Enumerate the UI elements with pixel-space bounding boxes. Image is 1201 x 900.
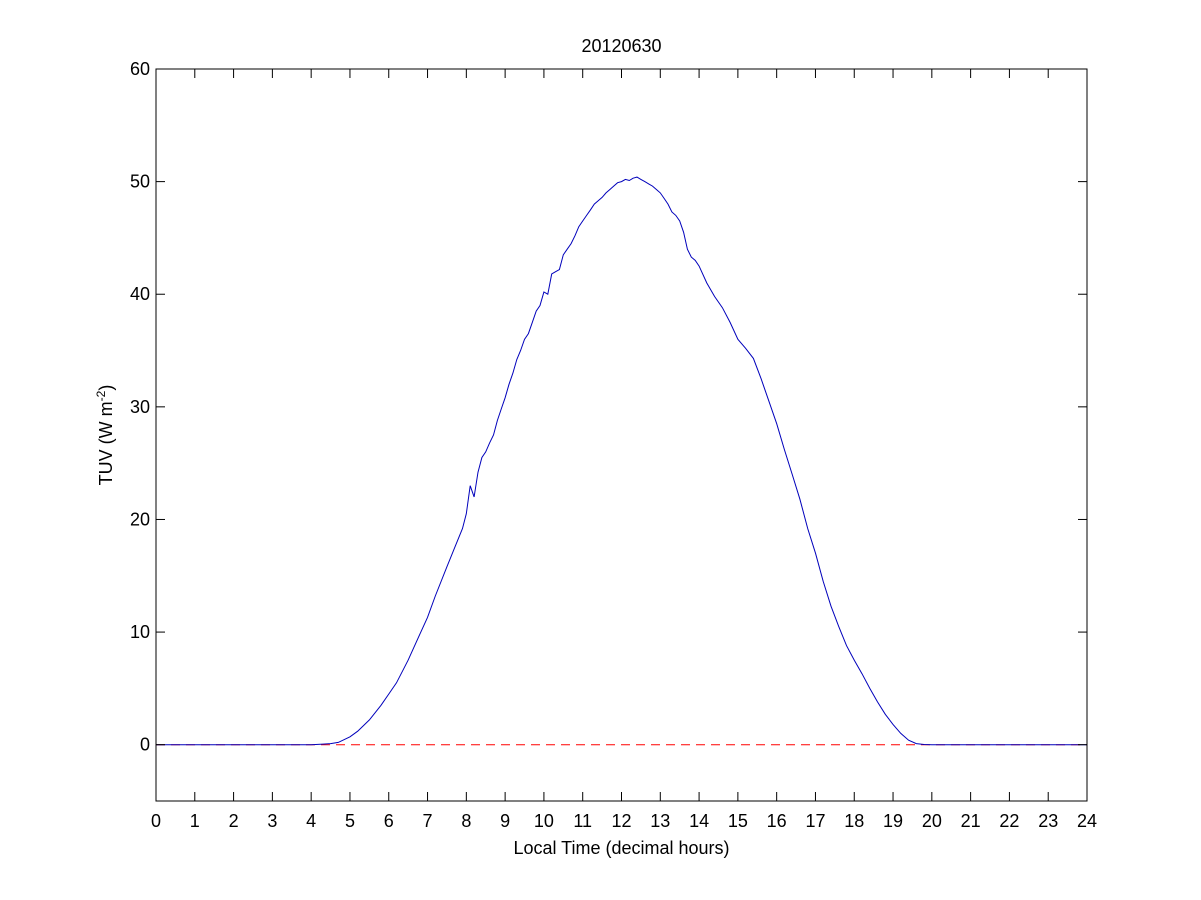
y-tick-label: 30 [130, 397, 150, 417]
x-axis-label: Local Time (decimal hours) [513, 838, 729, 858]
y-tick-label: 40 [130, 284, 150, 304]
x-tick-label: 10 [534, 811, 554, 831]
x-tick-label: 0 [151, 811, 161, 831]
tuv-series-line [156, 176, 1087, 746]
x-tick-label: 23 [1038, 811, 1058, 831]
x-tick-label: 4 [306, 811, 316, 831]
y-tick-label: 50 [130, 172, 150, 192]
y-tick-label: 0 [140, 735, 150, 755]
y-tick-label: 20 [130, 509, 150, 529]
y-tick-label: 60 [130, 59, 150, 79]
series-layer [156, 176, 1087, 746]
y-tick-label: 10 [130, 622, 150, 642]
x-tick-label: 24 [1077, 811, 1097, 831]
y-axis-label-superscript: -2 [94, 390, 108, 401]
y-axis-label-prefix: TUV (W m [96, 401, 116, 485]
x-tick-label: 16 [767, 811, 787, 831]
x-tick-label: 12 [611, 811, 631, 831]
x-tick-label: 11 [573, 811, 592, 831]
x-tick-label: 19 [883, 811, 903, 831]
x-tick-label: 15 [728, 811, 748, 831]
y-axis-label: TUV (W m-2) [94, 385, 116, 486]
chart-title: 20120630 [581, 36, 661, 56]
x-tick-label: 9 [500, 811, 510, 831]
x-tick-label: 20 [922, 811, 942, 831]
x-tick-label: 7 [423, 811, 433, 831]
y-axis-label-suffix: ) [96, 385, 116, 391]
x-tick-label: 6 [384, 811, 394, 831]
x-tick-label: 1 [190, 811, 200, 831]
ticks-layer: 0 1 2 3 4 5 6 7 8 9 10 11 12 13 14 15 16 17 18 19 20 21 22 23 24… [130, 59, 1097, 831]
x-tick-label: 22 [999, 811, 1019, 831]
x-tick-label: 17 [805, 811, 825, 831]
x-tick-label: 5 [345, 811, 355, 831]
plot-area [156, 69, 1087, 801]
x-tick-label: 21 [961, 811, 981, 831]
x-tick-label: 18 [844, 811, 864, 831]
x-tick-label: 14 [689, 811, 709, 831]
x-tick-label: 13 [650, 811, 670, 831]
x-tick-label: 3 [267, 811, 277, 831]
x-tick-label: 8 [461, 811, 471, 831]
x-tick-label: 2 [229, 811, 239, 831]
